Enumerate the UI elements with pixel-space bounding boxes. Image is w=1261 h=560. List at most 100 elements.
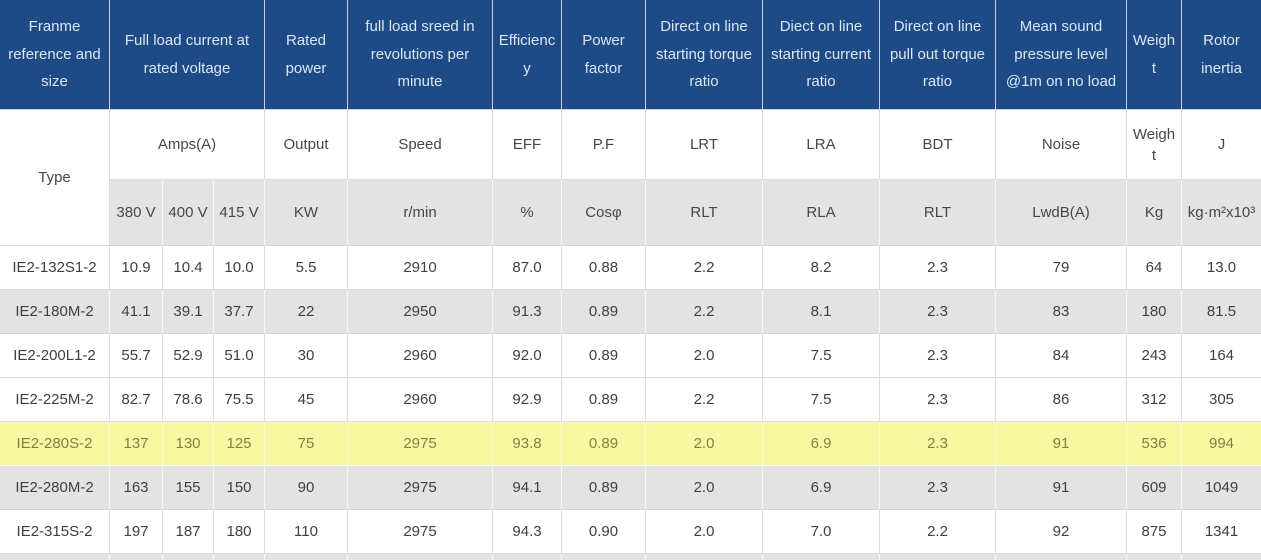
table-row[interactable]: IE2-280S-2 137 130 125 75 2975 93.8 0.89 2.0 6.9 2… <box>0 422 1261 466</box>
col-header-noise: Noise <box>996 110 1127 180</box>
cell-value: 22 <box>265 290 348 334</box>
col-header-full-load-speed: full load sreed in revolutions per minut… <box>348 0 493 110</box>
cell-value: 8.1 <box>763 290 880 334</box>
header-row-abbreviations: Type Amps(A) Output Speed EFF P.F LRT LR… <box>0 110 1261 246</box>
cell-value: 92 <box>996 510 1127 554</box>
cell-value: 94.3 <box>493 510 562 554</box>
table-row[interactable]: IE2-280M-2 163 155 150 90 2975 94.1 0.89 2.0 6.9 2… <box>0 466 1261 510</box>
table-row[interactable]: IE2-200L1-2 55.7 52.9 51.0 30 2960 92.0 0.89 2.0… <box>0 334 1261 378</box>
cell-value: 0.90 <box>562 510 646 554</box>
cell-value <box>265 554 348 560</box>
cell-value: 2.3 <box>880 334 996 378</box>
cell-value: 79 <box>996 246 1127 290</box>
cell-value <box>110 554 163 560</box>
table-header: Franme reference and size Full load curr… <box>0 0 1261 246</box>
cell-value: 130 <box>163 422 214 466</box>
unit-percent: % <box>493 180 562 246</box>
cell-type: IE2-280S-2 <box>0 422 110 466</box>
col-header-starting-torque-ratio: Direct on line starting torque ratio <box>646 0 763 110</box>
cell-value: 536 <box>1127 422 1182 466</box>
cell-value: 110 <box>265 510 348 554</box>
cell-value: 64 <box>1127 246 1182 290</box>
header-row-units: 380 V 400 V 415 V KW r/min % Cosφ RLT RL… <box>0 180 1261 246</box>
cell-value: 163 <box>110 466 163 510</box>
cell-value: 180 <box>1127 290 1182 334</box>
col-header-output: Output <box>265 110 348 180</box>
cell-value: 10.9 <box>110 246 163 290</box>
cell-value: 51.0 <box>214 334 265 378</box>
cell-value: 155 <box>163 466 214 510</box>
cell-value: 91 <box>996 466 1127 510</box>
cell-value: 93.8 <box>493 422 562 466</box>
unit-rla: RLA <box>763 180 880 246</box>
cell-value: 2.3 <box>880 378 996 422</box>
cell-value: 0.89 <box>562 422 646 466</box>
cell-value: 2.3 <box>880 246 996 290</box>
cell-value: 305 <box>1182 378 1261 422</box>
cell-value <box>1127 554 1182 560</box>
col-header-power-factor: Power factor <box>562 0 646 110</box>
cell-value: 90 <box>265 466 348 510</box>
cell-value: 7.0 <box>763 510 880 554</box>
cell-value: 83 <box>996 290 1127 334</box>
cell-value: 39.1 <box>163 290 214 334</box>
cell-type <box>0 554 110 560</box>
unit-rmin: r/min <box>348 180 493 246</box>
unit-rlt: RLT <box>646 180 763 246</box>
col-header-speed: Speed <box>348 110 493 180</box>
cell-value: 6.9 <box>763 466 880 510</box>
cell-type: IE2-315S-2 <box>0 510 110 554</box>
table-row[interactable]: IE2-132S1-2 10.9 10.4 10.0 5.5 2910 87.0 0.88 2.… <box>0 246 1261 290</box>
unit-rotor-inertia: kg·m²x10³ <box>1182 180 1261 246</box>
col-header-efficiency: Efficiency <box>493 0 562 110</box>
cell-value: 2.0 <box>646 466 763 510</box>
unit-kw: KW <box>265 180 348 246</box>
col-header-bdt: BDT <box>880 110 996 180</box>
cell-value: 1341 <box>1182 510 1261 554</box>
table-row[interactable]: IE2-225M-2 82.7 78.6 75.5 45 2960 92.9 0.89 2.2 7… <box>0 378 1261 422</box>
cell-value: 30 <box>265 334 348 378</box>
cell-value: 125 <box>214 422 265 466</box>
unit-lwdb: LwdB(A) <box>996 180 1127 246</box>
cell-value: 137 <box>110 422 163 466</box>
col-header-eff: EFF <box>493 110 562 180</box>
cell-type: IE2-225M-2 <box>0 378 110 422</box>
col-header-type: Type <box>0 110 110 246</box>
unit-400v: 400 V <box>163 180 214 246</box>
cell-value: 180 <box>214 510 265 554</box>
cell-value: 86 <box>996 378 1127 422</box>
cell-value: 994 <box>1182 422 1261 466</box>
cell-value: 2.2 <box>646 290 763 334</box>
cell-value: 92.0 <box>493 334 562 378</box>
cell-value: 82.7 <box>110 378 163 422</box>
cell-value: 7.5 <box>763 334 880 378</box>
table-row[interactable]: IE2-315S-2 197 187 180 110 2975 94.3 0.90 2.0 7.0… <box>0 510 1261 554</box>
col-header-rated-power: Rated power <box>265 0 348 110</box>
col-header-pull-out-torque-ratio: Direct on line pull out torque ratio <box>880 0 996 110</box>
col-header-sound-pressure-level: Mean sound pressure level @1m on no load <box>996 0 1127 110</box>
cell-value: 2.2 <box>646 246 763 290</box>
cell-value: 2.3 <box>880 422 996 466</box>
cell-value: 13.0 <box>1182 246 1261 290</box>
cell-value: 7.5 <box>763 378 880 422</box>
unit-cos-phi: Cosφ <box>562 180 646 246</box>
cell-value: 164 <box>1182 334 1261 378</box>
cell-value: 37.7 <box>214 290 265 334</box>
table-row[interactable] <box>0 554 1261 560</box>
cell-value: 875 <box>1127 510 1182 554</box>
cell-value: 312 <box>1127 378 1182 422</box>
table-row[interactable]: IE2-180M-2 41.1 39.1 37.7 22 2950 91.3 0.89 2.2 8… <box>0 290 1261 334</box>
unit-380v: 380 V <box>110 180 163 246</box>
cell-value: 609 <box>1127 466 1182 510</box>
cell-value: 0.89 <box>562 290 646 334</box>
cell-value <box>163 554 214 560</box>
cell-value <box>646 554 763 560</box>
cell-value: 2975 <box>348 422 493 466</box>
cell-value: 75.5 <box>214 378 265 422</box>
cell-value: 2.2 <box>880 510 996 554</box>
cell-value: 0.89 <box>562 378 646 422</box>
cell-value: 1049 <box>1182 466 1261 510</box>
cell-value: 0.88 <box>562 246 646 290</box>
